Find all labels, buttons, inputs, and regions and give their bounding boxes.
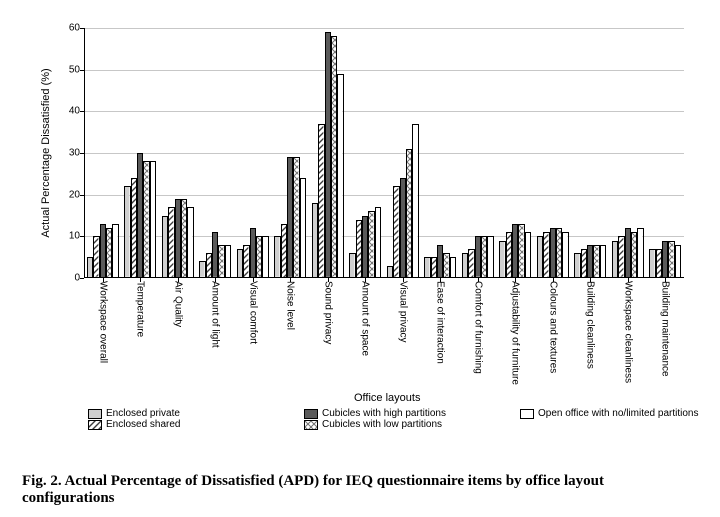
bar	[112, 224, 118, 278]
axis-border-left	[84, 28, 85, 278]
category-label: Temperature	[135, 281, 146, 337]
category-tick	[665, 278, 666, 282]
bar	[525, 232, 531, 278]
bar	[450, 257, 456, 278]
legend-row: Enclosed shared Cubicles with low partiti…	[88, 419, 710, 430]
category-tick	[103, 278, 104, 282]
x-axis-label: Office layouts	[354, 392, 420, 404]
category-tick	[590, 278, 591, 282]
category-tick	[253, 278, 254, 282]
legend-label: Enclosed shared	[106, 419, 181, 430]
legend-label: Cubicles with low partitions	[322, 419, 442, 430]
category-tick	[215, 278, 216, 282]
legend-label: Cubicles with high partitions	[322, 408, 446, 419]
legend-row: Enclosed private Cubicles with high parti…	[88, 408, 710, 419]
gridline	[84, 111, 684, 112]
category-tick	[628, 278, 629, 282]
legend-swatch	[304, 409, 318, 419]
category-tick	[403, 278, 404, 282]
bar	[562, 232, 568, 278]
category-tick	[178, 278, 179, 282]
bar	[262, 236, 268, 278]
bar	[487, 236, 493, 278]
category-tick	[365, 278, 366, 282]
legend-item: Cubicles with high partitions	[304, 408, 494, 419]
bar	[187, 207, 193, 278]
category-tick	[478, 278, 479, 282]
category-label: Amount of space	[360, 281, 371, 356]
plot-area: 0102030405060Workspace overallTemperatur…	[84, 28, 684, 278]
gridline	[84, 153, 684, 154]
bar	[412, 124, 418, 278]
figure-caption: Fig. 2. Actual Percentage of Dissatisfie…	[22, 473, 698, 508]
legend-item: Enclosed private	[88, 408, 278, 419]
legend-swatch	[88, 420, 102, 430]
y-axis-label: Actual Percentage Dissatisfied (%)	[40, 68, 52, 237]
legend-item: Open office with no/limited partitions	[520, 408, 710, 419]
category-label: Building maintenance	[660, 281, 671, 377]
legend-swatch	[304, 420, 318, 430]
category-label: Ease of interaction	[435, 281, 446, 364]
gridline	[84, 70, 684, 71]
category-label: Colours and textures	[547, 281, 558, 373]
bar	[600, 245, 606, 278]
bar	[637, 228, 643, 278]
category-tick	[553, 278, 554, 282]
legend-item: Enclosed shared	[88, 419, 278, 430]
bar	[375, 207, 381, 278]
legend: Enclosed private Cubicles with high parti…	[88, 408, 710, 430]
category-tick	[140, 278, 141, 282]
legend-label: Open office with no/limited partitions	[538, 408, 698, 419]
figure-container: 0102030405060Workspace overallTemperatur…	[0, 0, 720, 517]
category-label: Comfort of furnishing	[472, 281, 483, 374]
legend-label: Enclosed private	[106, 408, 180, 419]
category-label: Amount of light	[210, 281, 221, 348]
category-label: Noise level	[285, 281, 296, 330]
bar	[150, 161, 156, 278]
gridline	[84, 28, 684, 29]
bar	[300, 178, 306, 278]
category-label: Workspace overall	[97, 281, 108, 363]
y-tick-mark	[80, 278, 84, 279]
category-label: Visual comfort	[247, 281, 258, 344]
category-label: Building cleanliness	[585, 281, 596, 369]
bar	[225, 245, 231, 278]
category-tick	[515, 278, 516, 282]
category-label: Adjustability of furniture	[510, 281, 521, 385]
bar	[675, 245, 681, 278]
legend-item: Cubicles with low partitions	[304, 419, 494, 430]
category-tick	[328, 278, 329, 282]
legend-swatch	[88, 409, 102, 419]
category-label: Air Quality	[172, 281, 183, 327]
category-tick	[290, 278, 291, 282]
legend-swatch	[520, 409, 534, 419]
gridline	[84, 195, 684, 196]
bar	[337, 74, 343, 278]
category-tick	[440, 278, 441, 282]
category-label: Sound privacy	[322, 281, 333, 344]
category-label: Workspace cleanliness	[622, 281, 633, 383]
category-label: Visual privacy	[397, 281, 408, 343]
